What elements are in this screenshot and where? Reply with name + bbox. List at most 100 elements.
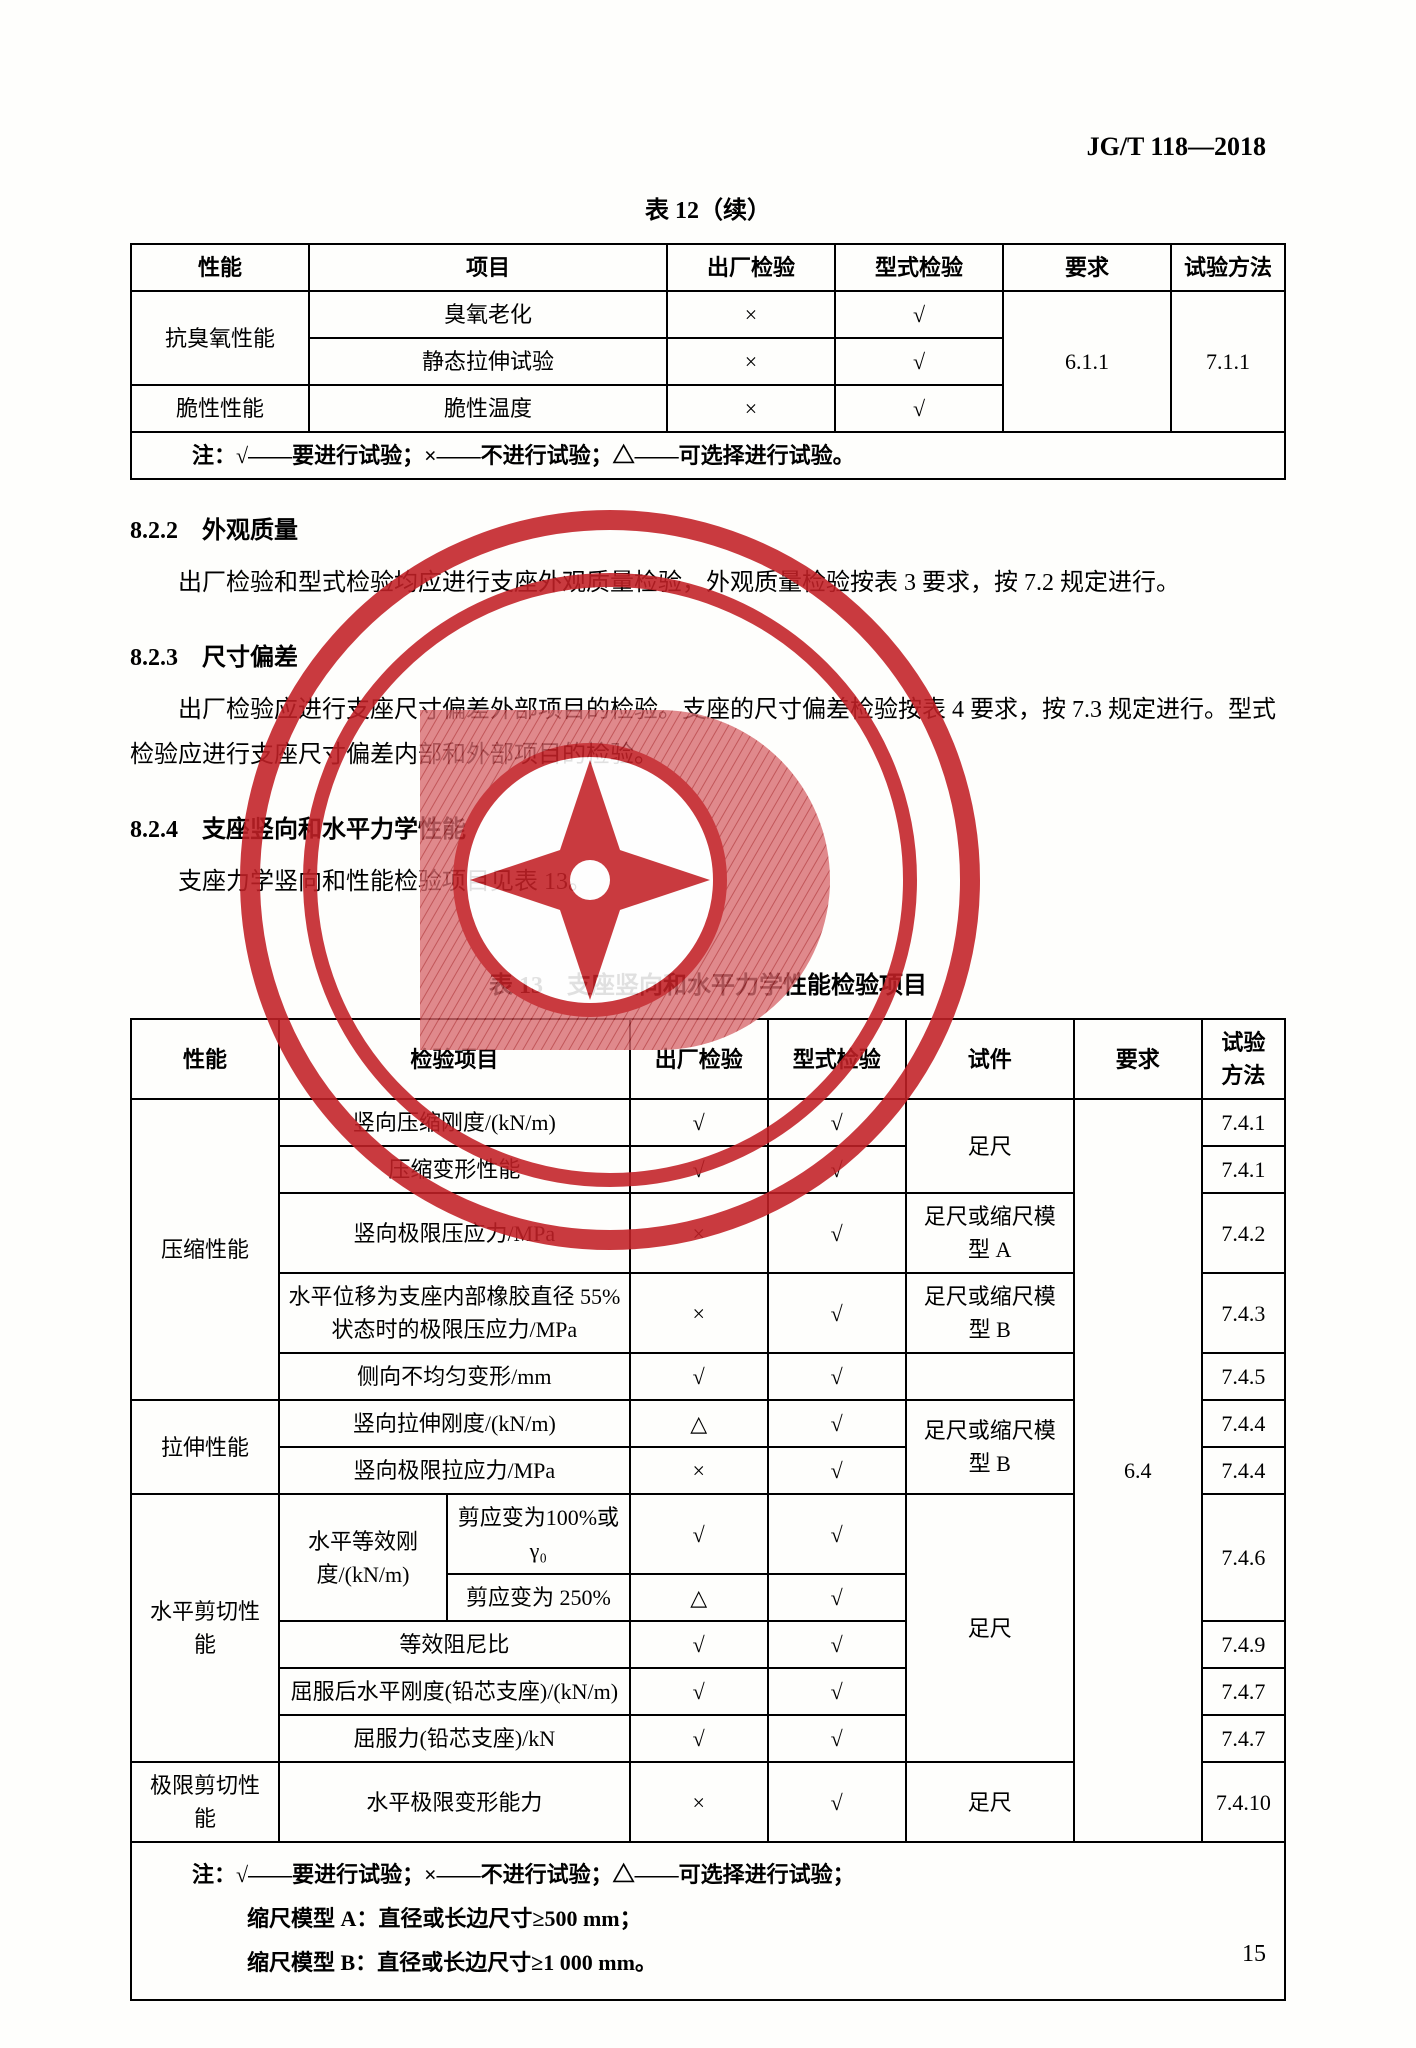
cell: √ <box>768 1353 906 1400</box>
cell: √ <box>835 291 1003 338</box>
cell: 剪应变为100%或 γ₀ <box>447 1494 630 1574</box>
cell: √ <box>835 385 1003 432</box>
cell: 竖向极限压应力/MPa <box>279 1193 630 1273</box>
th: 试验方法 <box>1171 244 1285 291</box>
page: JG/T 118—2018 表 12（续） 性能 项目 出厂检验 型式检验 要求… <box>0 0 1416 2048</box>
page-number: 15 <box>1242 1941 1266 1968</box>
cell: 竖向拉伸刚度/(kN/m) <box>279 1400 630 1447</box>
cell: 屈服力(铅芯支座)/kN <box>279 1715 630 1762</box>
cell: 7.4.7 <box>1202 1715 1285 1762</box>
th: 出厂检验 <box>667 244 835 291</box>
cell: 压缩变形性能 <box>279 1146 630 1193</box>
cell: 脆性温度 <box>309 385 667 432</box>
table-row: 抗臭氧性能 臭氧老化 × √ 6.1.1 7.1.1 <box>131 291 1285 338</box>
cell <box>906 1353 1074 1400</box>
cell: 足尺 <box>906 1762 1074 1842</box>
cell: × <box>630 1447 768 1494</box>
cell: √ <box>768 1668 906 1715</box>
cell: √ <box>768 1715 906 1762</box>
cell: 剪应变为 250% <box>447 1574 630 1621</box>
cell: 注：√——要进行试验；×——不进行试验；△——可选择进行试验； 缩尺模型 A：直… <box>131 1842 1285 2000</box>
note-line: 注：√——要进行试验；×——不进行试验；△——可选择进行试验； <box>192 1853 1276 1897</box>
cell: 足尺 <box>906 1099 1074 1193</box>
paragraph: 出厂检验应进行支座尺寸偏差外部项目的检验。支座的尺寸偏差检验按表 4 要求，按 … <box>130 688 1286 779</box>
th: 要求 <box>1074 1019 1202 1099</box>
cell: √ <box>630 1099 768 1146</box>
cell: 7.4.6 <box>1202 1494 1285 1621</box>
section-heading: 8.2.2 外观质量 <box>130 510 1286 545</box>
table-row: 性能 项目 出厂检验 型式检验 要求 试验方法 <box>131 244 1285 291</box>
cell: × <box>667 385 835 432</box>
table-notes: 注：√——要进行试验；×——不进行试验；△——可选择进行试验； 缩尺模型 A：直… <box>131 1842 1285 2000</box>
cell: √ <box>768 1146 906 1193</box>
cell: √ <box>768 1400 906 1447</box>
th: 检验项目 <box>279 1019 630 1099</box>
th: 要求 <box>1003 244 1171 291</box>
cell: × <box>630 1762 768 1842</box>
note-line: 缩尺模型 B：直径或长边尺寸≥1 000 mm。 <box>192 1941 1276 1985</box>
cell: 竖向压缩刚度/(kN/m) <box>279 1099 630 1146</box>
cell: 足尺或缩尺模型 A <box>906 1193 1074 1273</box>
th: 试验方法 <box>1202 1019 1285 1099</box>
cell: △ <box>630 1574 768 1621</box>
table13-caption: 表 13 支座竖向和水平力学性能检验项目 <box>130 965 1286 1000</box>
cell: 7.1.1 <box>1171 291 1285 432</box>
cell: 7.4.2 <box>1202 1193 1285 1273</box>
cell: 极限剪切性能 <box>131 1762 279 1842</box>
cell: 竖向极限拉应力/MPa <box>279 1447 630 1494</box>
cell: √ <box>768 1099 906 1146</box>
th: 出厂检验 <box>630 1019 768 1099</box>
cell: √ <box>630 1621 768 1668</box>
cell: 水平位移为支座内部橡胶直径 55% 状态时的极限压应力/MPa <box>279 1273 630 1353</box>
cell: 7.4.7 <box>1202 1668 1285 1715</box>
th: 型式检验 <box>768 1019 906 1099</box>
cell: 水平剪切性能 <box>131 1494 279 1762</box>
cell: √ <box>768 1273 906 1353</box>
th: 型式检验 <box>835 244 1003 291</box>
cell: 7.4.1 <box>1202 1099 1285 1146</box>
table12-caption: 表 12（续） <box>130 190 1286 225</box>
cell: 7.4.4 <box>1202 1400 1285 1447</box>
cell: √ <box>630 1668 768 1715</box>
cell: 7.4.4 <box>1202 1447 1285 1494</box>
cell: 水平等效刚度/(kN/m) <box>279 1494 447 1621</box>
cell: √ <box>630 1353 768 1400</box>
th: 项目 <box>309 244 667 291</box>
cell: 足尺 <box>906 1494 1074 1762</box>
th: 性能 <box>131 1019 279 1099</box>
cell: △ <box>630 1400 768 1447</box>
cell: 7.4.1 <box>1202 1146 1285 1193</box>
cell: √ <box>835 338 1003 385</box>
cell: 臭氧老化 <box>309 291 667 338</box>
section-heading: 8.2.4 支座竖向和水平力学性能 <box>130 809 1286 844</box>
cell: 7.4.3 <box>1202 1273 1285 1353</box>
doc-code: JG/T 118—2018 <box>1087 132 1266 162</box>
cell: √ <box>768 1447 906 1494</box>
cell: 静态拉伸试验 <box>309 338 667 385</box>
cell: √ <box>630 1715 768 1762</box>
cell: √ <box>630 1146 768 1193</box>
cell: √ <box>768 1762 906 1842</box>
cell: √ <box>768 1621 906 1668</box>
table-12: 性能 项目 出厂检验 型式检验 要求 试验方法 抗臭氧性能 臭氧老化 × √ 6… <box>130 243 1286 480</box>
cell: √ <box>768 1494 906 1574</box>
paragraph: 出厂检验和型式检验均应进行支座外观质量检验，外观质量检验按表 3 要求，按 7.… <box>130 561 1286 607</box>
cell: × <box>667 338 835 385</box>
cell: 足尺或缩尺模型 B <box>906 1400 1074 1494</box>
cell: √ <box>768 1574 906 1621</box>
cell: 7.4.10 <box>1202 1762 1285 1842</box>
table-note: 注：√——要进行试验；×——不进行试验；△——可选择进行试验。 <box>131 432 1285 479</box>
cell: 抗臭氧性能 <box>131 291 309 385</box>
cell: 7.4.5 <box>1202 1353 1285 1400</box>
table-row: 压缩性能 竖向压缩刚度/(kN/m) √ √ 足尺 6.4 7.4.1 <box>131 1099 1285 1146</box>
cell: 7.4.9 <box>1202 1621 1285 1668</box>
cell: 6.4 <box>1074 1099 1202 1842</box>
paragraph: 支座力学竖向和性能检验项目见表 13。 <box>130 860 1286 906</box>
cell: 等效阻尼比 <box>279 1621 630 1668</box>
cell: × <box>630 1273 768 1353</box>
cell: 压缩性能 <box>131 1099 279 1400</box>
note-line: 缩尺模型 A：直径或长边尺寸≥500 mm； <box>192 1897 1276 1941</box>
cell: 6.1.1 <box>1003 291 1171 432</box>
cell: × <box>667 291 835 338</box>
cell: √ <box>630 1494 768 1574</box>
